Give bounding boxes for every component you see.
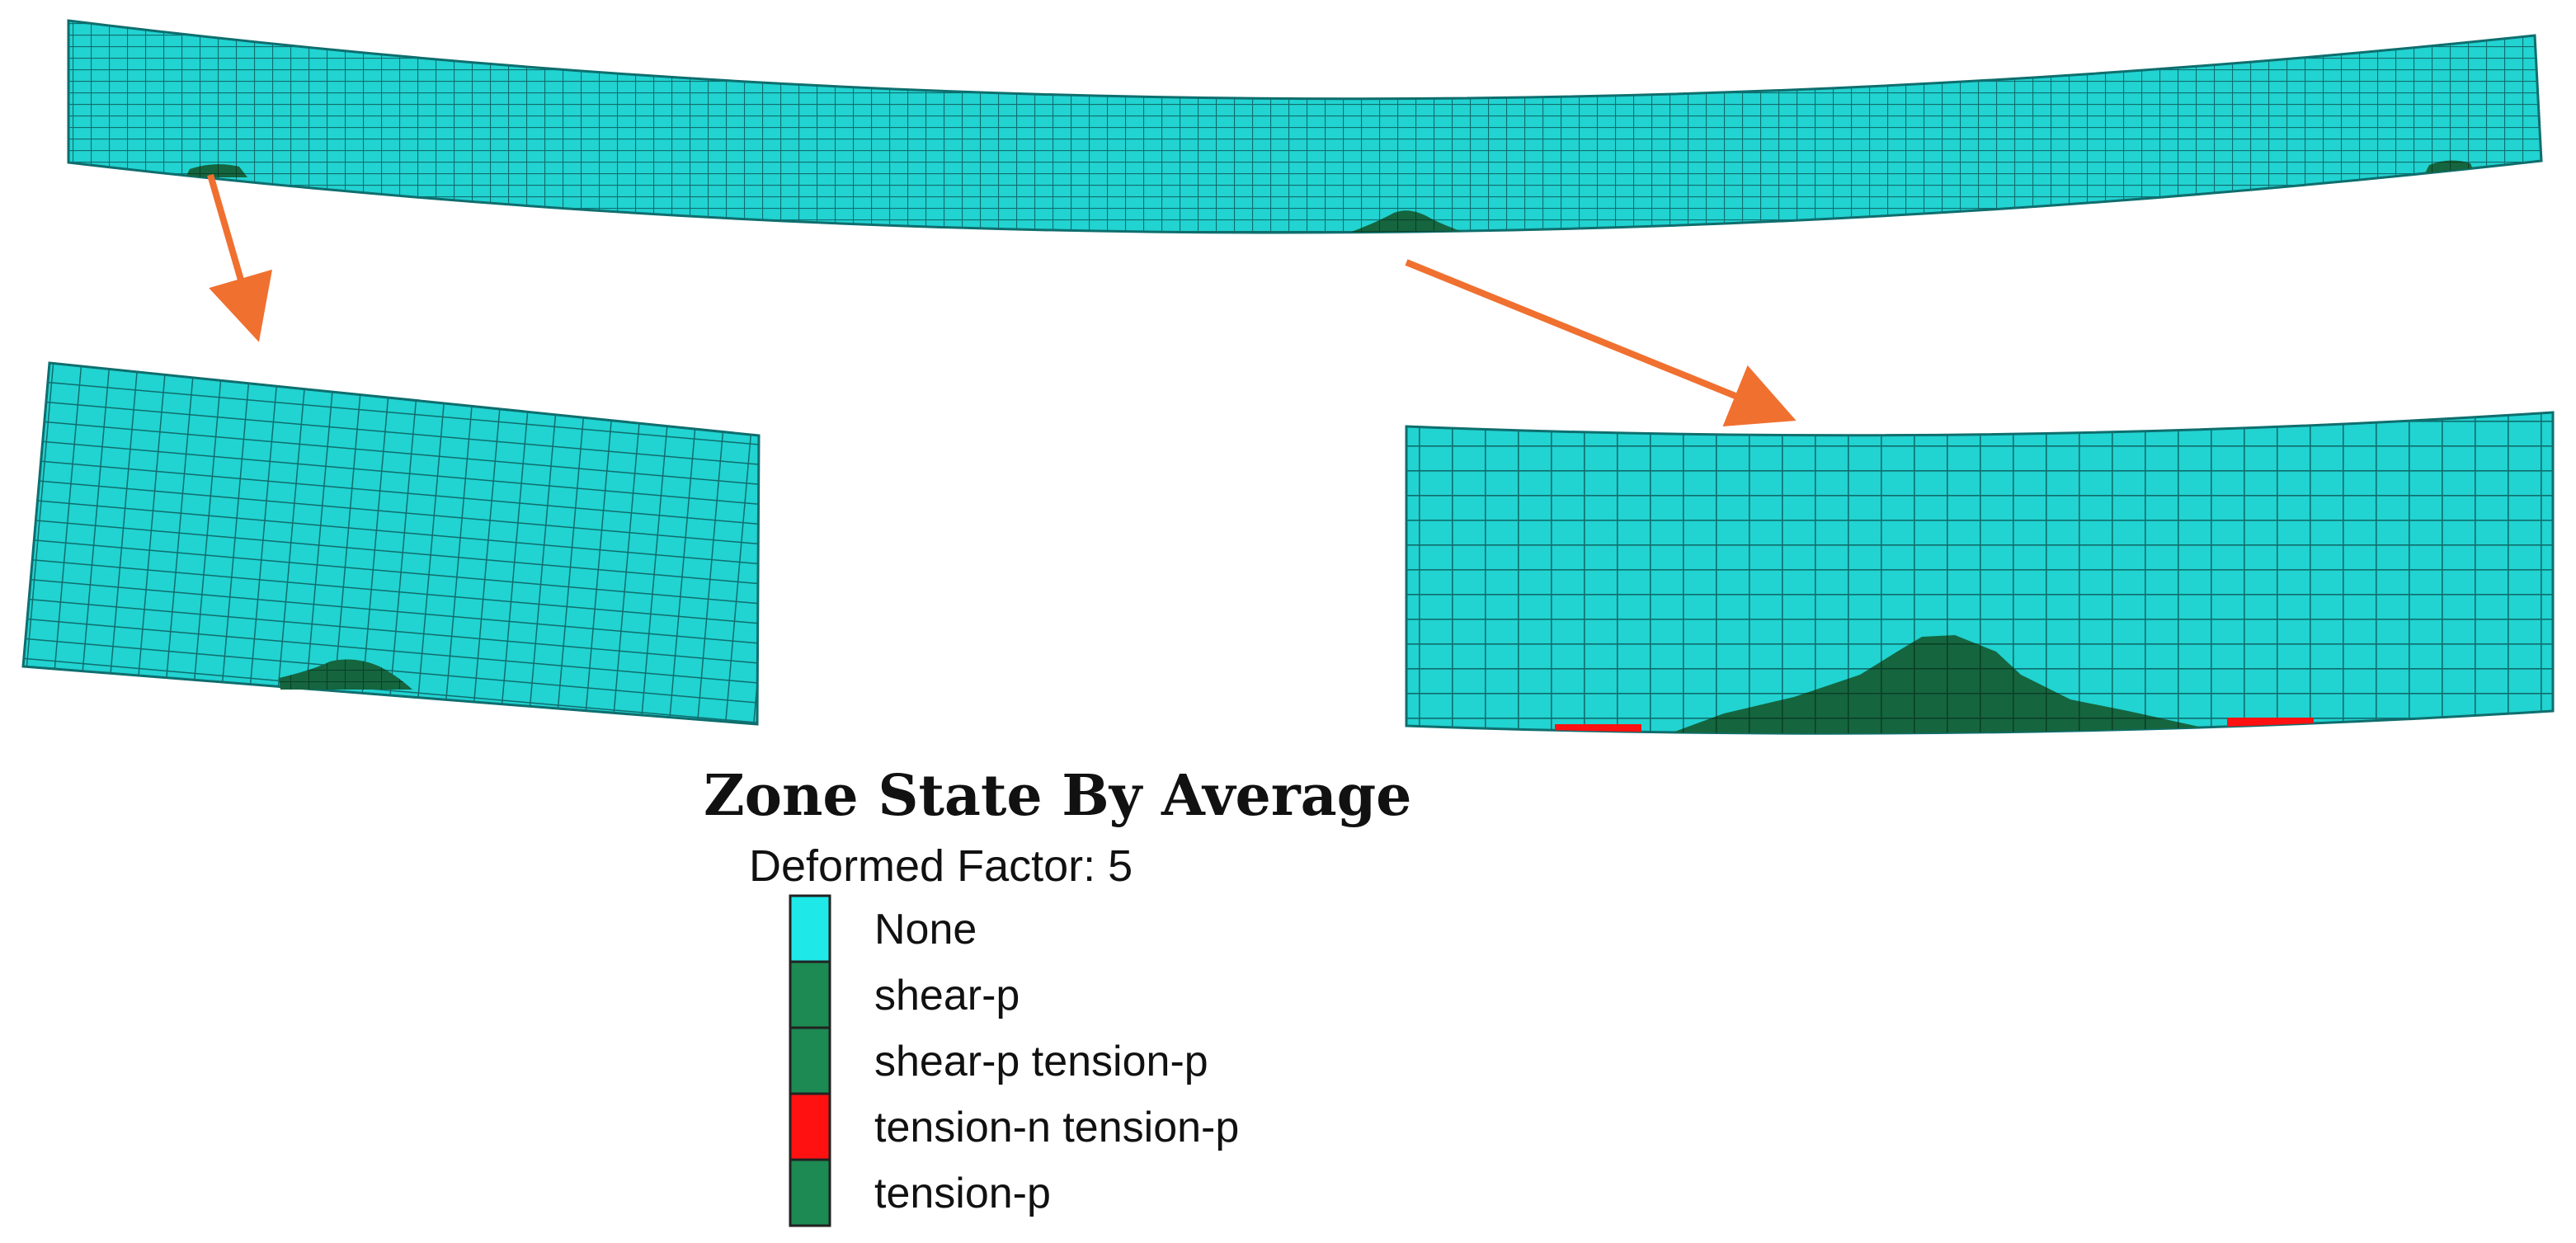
left-support-zoom: [21, 361, 761, 726]
midspan-tension-zone: [1237, 249, 1299, 256]
legend-items: None shear-p shear-p tension-p tension-n te…: [789, 894, 1239, 1227]
left-zoom-plastic-zone: [279, 659, 412, 690]
legend-swatch: [789, 1092, 831, 1161]
legend-subtitle: Deformed Factor: 5: [749, 841, 1133, 891]
legend-item-label: shear-p: [874, 972, 1020, 1019]
left-callout-arrow: [207, 173, 273, 342]
legend-item-label: tension-n tension-p: [874, 1104, 1239, 1151]
beam-mesh: [67, 19, 2543, 234]
legend-swatch: [789, 1026, 831, 1095]
legend: Zone State By Average Deformed Factor: 5…: [704, 763, 1411, 1227]
right-zoom-tension-right: [2227, 718, 2314, 734]
legend-item-label: shear-p tension-p: [874, 1038, 1208, 1085]
legend-item-label: None: [874, 906, 977, 953]
right-callout-arrow: [1405, 259, 1797, 426]
legend-swatch: [789, 1158, 831, 1227]
right-zoom-tension-left: [1555, 724, 1641, 734]
left-support-plastic-zone: [186, 164, 247, 177]
right-zoom-plastic-zone: [1646, 635, 2202, 734]
legend-swatch: [789, 894, 831, 963]
legend-item-label: tension-p: [874, 1170, 1051, 1217]
midspan-zoom: [1405, 411, 2555, 735]
left-zoom-mesh: [21, 361, 761, 726]
deformed-beam: [67, 19, 2543, 256]
legend-swatch: [789, 960, 831, 1029]
legend-title: Zone State By Average: [704, 763, 1411, 829]
